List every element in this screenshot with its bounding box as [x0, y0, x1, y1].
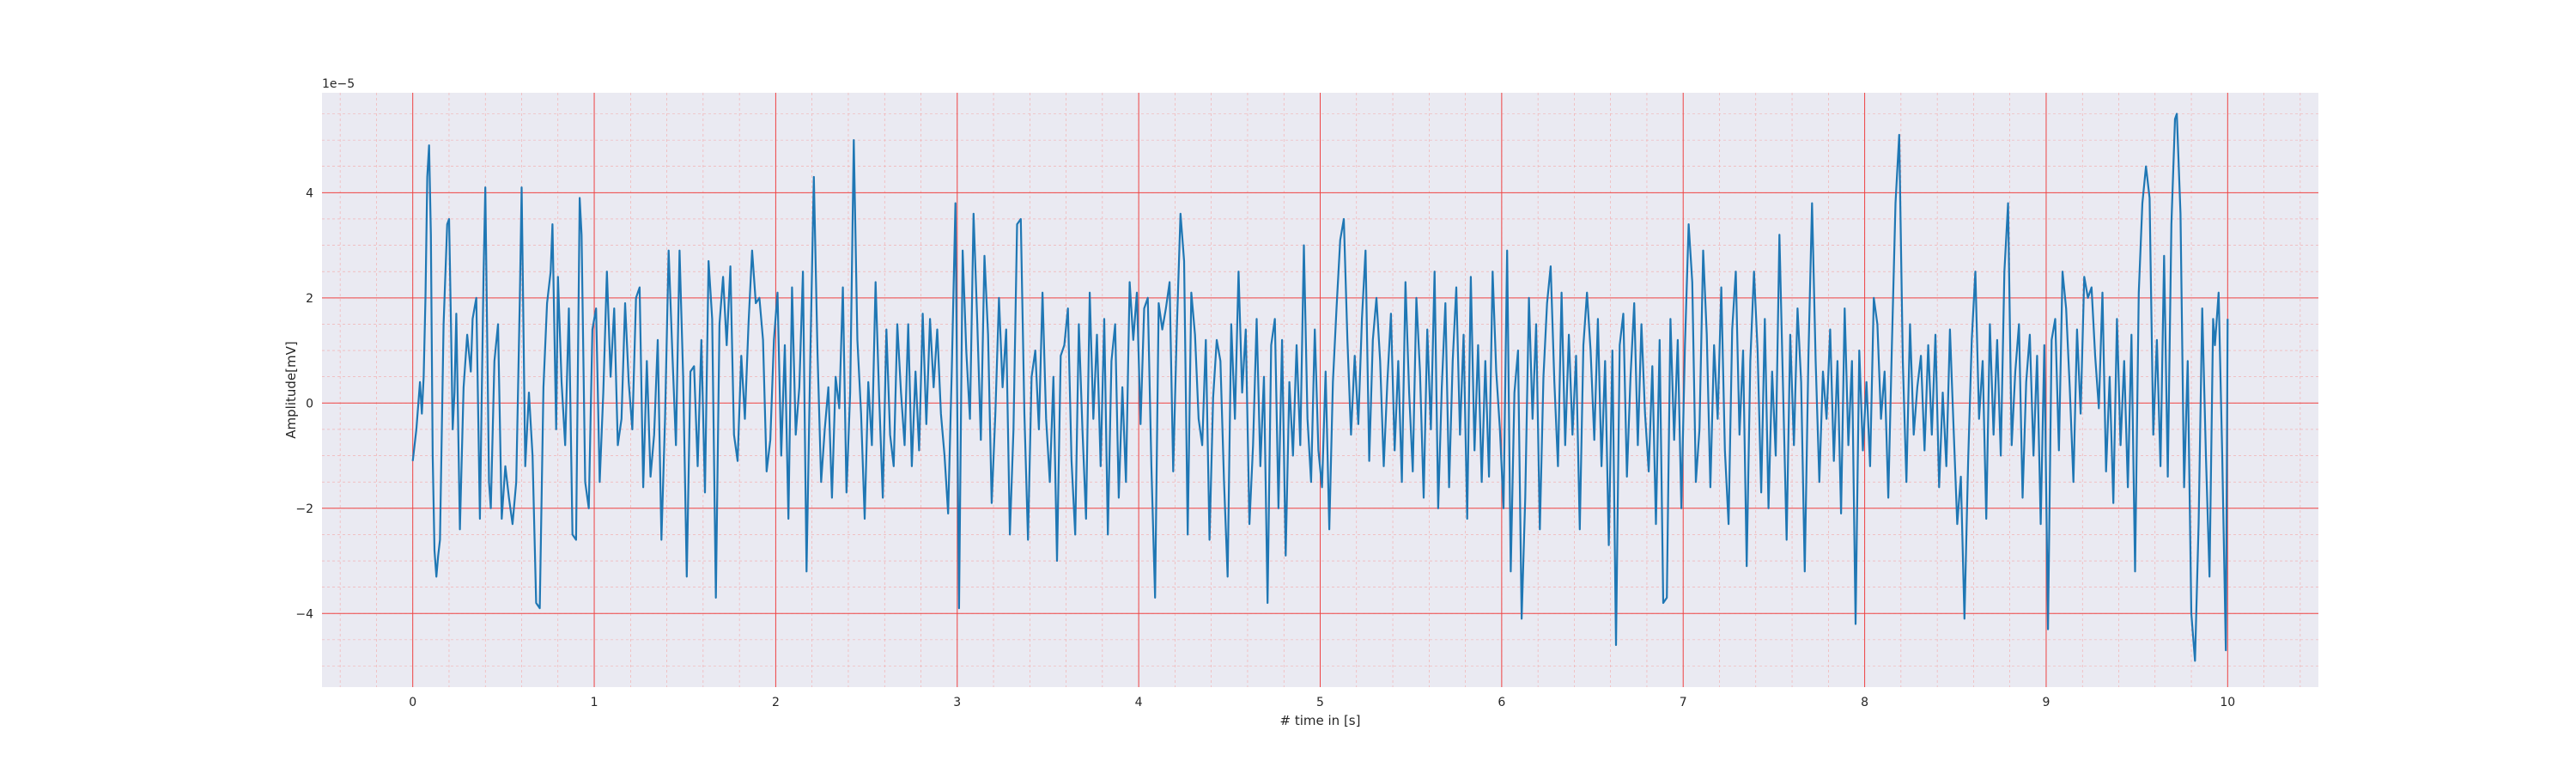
x-tick-label: 6	[1498, 696, 1505, 709]
x-axis-label: # time in [s]	[1280, 713, 1361, 728]
x-tick-label: 10	[2220, 696, 2235, 709]
x-tick-label: 9	[2042, 696, 2050, 709]
x-tick-label: 5	[1316, 696, 1324, 709]
plot-area	[322, 93, 2318, 687]
x-tick-label: 0	[409, 696, 416, 709]
signal-line	[411, 113, 2229, 662]
x-tick-label: 1	[591, 696, 598, 709]
x-tick-label: 3	[953, 696, 961, 709]
y-tick-labels: −4 −2 0 2 4	[295, 186, 313, 621]
x-tick-label: 8	[1861, 696, 1868, 709]
x-tick-label: 2	[772, 696, 780, 709]
y-tick-label: −4	[295, 607, 313, 621]
major-grid	[322, 93, 2318, 687]
x-tick-label: 4	[1135, 696, 1143, 709]
x-tick-labels: 0 1 2 3 4 5 6 7 8 9 10	[409, 696, 2235, 709]
y-offset-label: 1e−5	[322, 77, 355, 91]
y-axis-label: Amplitude[mV]	[283, 341, 299, 438]
y-tick-label: 2	[306, 292, 313, 306]
y-tick-label: −2	[295, 502, 313, 516]
y-tick-label: 0	[306, 397, 313, 411]
x-tick-label: 7	[1680, 696, 1687, 709]
y-tick-label: 4	[306, 186, 313, 200]
series-layer	[411, 113, 2229, 662]
